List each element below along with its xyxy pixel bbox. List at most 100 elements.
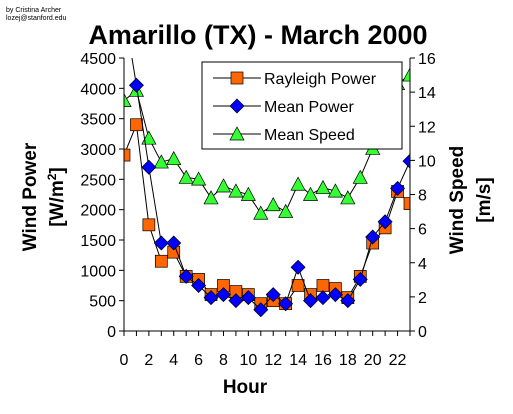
point-rayleigh-power — [142, 218, 156, 232]
x-tick-label: 22 — [389, 352, 407, 369]
right-tick-label: 2 — [418, 290, 427, 307]
left-tick-label: 1500 — [80, 233, 116, 250]
point-rayleigh-power — [124, 148, 131, 162]
left-tick-label: 500 — [89, 294, 116, 311]
point-mean-power — [352, 271, 368, 287]
left-tick-label: 2500 — [80, 172, 116, 189]
point-mean-speed — [402, 67, 410, 82]
point-rayleigh-power — [130, 118, 143, 132]
point-mean-speed — [302, 186, 319, 201]
point-mean-power — [153, 235, 169, 251]
point-mean-power — [377, 214, 393, 230]
right-tick-label: 10 — [418, 153, 436, 170]
point-rayleigh-power — [154, 254, 168, 268]
left-tick-label: 3500 — [80, 112, 116, 129]
point-mean-power — [315, 290, 331, 306]
legend-label-mean-speed: Mean Speed — [264, 127, 355, 144]
right-axis-label: Wind Speed — [447, 146, 468, 255]
point-mean-speed — [278, 203, 294, 218]
left-axis-label: Wind Power — [20, 142, 41, 251]
x-tick-label: 0 — [120, 352, 129, 369]
right-tick-label: 6 — [418, 222, 427, 239]
left-axis-unit: [W/m2] — [45, 167, 68, 226]
point-mean-speed — [203, 190, 219, 205]
point-mean-speed — [228, 183, 244, 198]
left-axis-unit-base: [W/m — [47, 180, 68, 226]
point-mean-power — [327, 287, 343, 303]
point-mean-power — [402, 153, 410, 169]
legend-marker-mean-speed — [229, 126, 245, 141]
point-rayleigh-power — [291, 279, 305, 292]
legend-label-rayleigh-power: Rayleigh Power — [264, 71, 377, 88]
x-tick-label: 20 — [364, 352, 382, 369]
point-mean-power — [390, 180, 406, 196]
left-tick-label: 0 — [107, 324, 116, 341]
point-mean-speed — [265, 196, 281, 212]
chart-title: Amarillo (TX) - March 2000 — [88, 20, 427, 50]
x-tick-label: 8 — [219, 352, 228, 369]
point-mean-power — [278, 296, 294, 312]
point-mean-speed — [166, 150, 182, 166]
point-mean-speed — [253, 205, 269, 220]
left-tick-label: 4000 — [80, 81, 116, 98]
point-rayleigh-power — [403, 197, 410, 210]
point-rayleigh-power — [316, 279, 330, 292]
point-mean-speed — [153, 154, 169, 169]
legend-marker-mean-power — [229, 98, 245, 114]
series-mean-speed — [124, 67, 410, 220]
x-tick-label: 14 — [289, 352, 307, 369]
left-tick-label: 1000 — [80, 263, 116, 280]
x-tick-label: 12 — [264, 352, 282, 369]
point-mean-power — [240, 290, 256, 306]
left-tick-label: 3000 — [80, 142, 116, 159]
point-mean-speed — [191, 171, 207, 186]
point-mean-power — [191, 278, 207, 293]
point-mean-power — [265, 287, 281, 303]
series-mean-power — [117, 2, 410, 318]
legend: Rayleigh Power Mean Power Mean Speed — [201, 61, 403, 150]
right-tick-label: 0 — [418, 324, 427, 341]
credit-line-1: by Cristina Archer — [6, 7, 62, 14]
point-mean-power — [141, 159, 157, 175]
point-mean-speed — [327, 183, 343, 198]
point-mean-speed — [290, 176, 306, 191]
point-mean-power — [117, 2, 131, 16]
right-tick-label: 14 — [418, 85, 436, 102]
right-tick-label: 4 — [418, 256, 427, 273]
point-mean-speed — [352, 169, 368, 184]
x-tick-label: 18 — [339, 352, 357, 369]
point-mean-power — [203, 290, 219, 306]
x-tick-label: 2 — [144, 352, 153, 369]
point-mean-speed — [215, 178, 232, 193]
point-mean-power — [228, 293, 244, 309]
point-mean-speed — [178, 169, 194, 184]
left-axis-unit-sup: 2 — [45, 173, 59, 180]
point-mean-power — [253, 302, 269, 318]
point-mean-speed — [124, 92, 132, 108]
point-mean-speed — [240, 186, 256, 201]
left-axis-unit-close: ] — [47, 167, 68, 173]
right-tick-label: 16 — [418, 51, 436, 68]
x-tick-label: 4 — [169, 352, 178, 369]
point-mean-power — [290, 259, 306, 275]
left-tick-label: 2000 — [80, 203, 116, 220]
point-mean-power — [340, 293, 356, 309]
right-tick-label: 12 — [418, 119, 436, 136]
x-axis-label: Hour — [223, 377, 268, 398]
point-mean-power — [178, 268, 194, 284]
left-tick-label: 4500 — [80, 51, 116, 68]
point-mean-power — [215, 287, 231, 303]
right-axis-unit: [m/s] — [474, 177, 495, 222]
legend-marker-rayleigh-power — [230, 71, 244, 85]
point-mean-power — [365, 229, 381, 245]
point-mean-speed — [315, 179, 331, 195]
point-mean-power — [166, 235, 182, 251]
x-tick-label: 6 — [194, 352, 203, 369]
credit-line-2: lozej@stanford.edu — [6, 15, 67, 22]
x-tick-label: 10 — [239, 352, 257, 369]
point-mean-speed — [340, 190, 356, 205]
right-tick-label: 8 — [418, 188, 427, 205]
legend-label-mean-power: Mean Power — [264, 99, 354, 116]
point-mean-power — [303, 293, 319, 309]
